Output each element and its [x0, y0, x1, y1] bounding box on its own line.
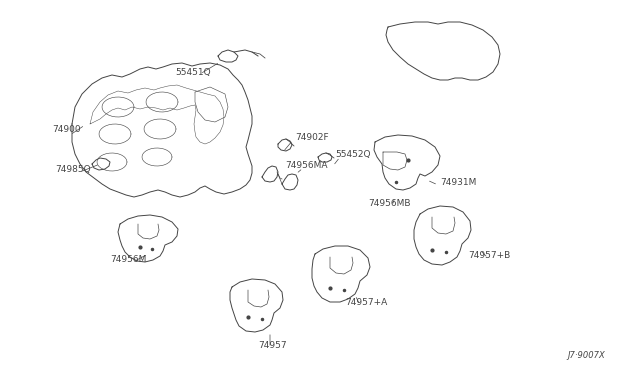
- Text: 74957+B: 74957+B: [468, 251, 510, 260]
- Text: 74956MA: 74956MA: [285, 161, 328, 170]
- Text: 55452Q: 55452Q: [335, 150, 371, 159]
- Text: J7·9007X: J7·9007X: [567, 351, 605, 360]
- Text: 74931M: 74931M: [440, 178, 476, 187]
- Text: 74985Q: 74985Q: [55, 165, 91, 174]
- Text: 74956MB: 74956MB: [368, 199, 410, 208]
- Text: 74957+A: 74957+A: [345, 298, 387, 307]
- Text: 74900: 74900: [52, 125, 81, 134]
- Text: 74956M: 74956M: [110, 255, 147, 264]
- Text: 74957: 74957: [258, 341, 287, 350]
- Text: 74902F: 74902F: [295, 133, 328, 142]
- Text: 55451Q: 55451Q: [175, 68, 211, 77]
